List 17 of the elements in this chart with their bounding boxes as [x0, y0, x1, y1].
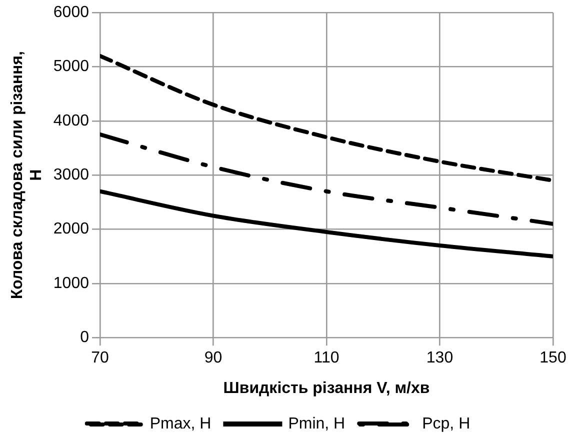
y-tick-label: 6000 — [53, 4, 90, 22]
x-tick-label: 130 — [426, 350, 454, 367]
y-tick-label: 3000 — [53, 166, 90, 184]
y-tick-label: 1000 — [53, 274, 90, 292]
x-tick-label: 150 — [540, 350, 566, 367]
x-tick-label: 70 — [91, 350, 109, 367]
x-axis-title: Швидкість різання V, м/хв — [223, 380, 430, 397]
x-tick-label: 110 — [314, 350, 340, 367]
y-tick-label: 0 — [80, 329, 90, 346]
x-tick-label: 90 — [204, 350, 222, 367]
legend-label: Pmin, Н — [288, 415, 346, 432]
y-tick-label: 2000 — [53, 220, 90, 238]
y-tick-label: 5000 — [53, 58, 90, 76]
legend-label: Pmax, Н — [150, 415, 212, 432]
y-tick-label: 4000 — [53, 112, 90, 130]
y-axis-title: Колова складова сили різання, Н — [9, 51, 46, 300]
legend-label: Pср, Н — [422, 415, 470, 432]
